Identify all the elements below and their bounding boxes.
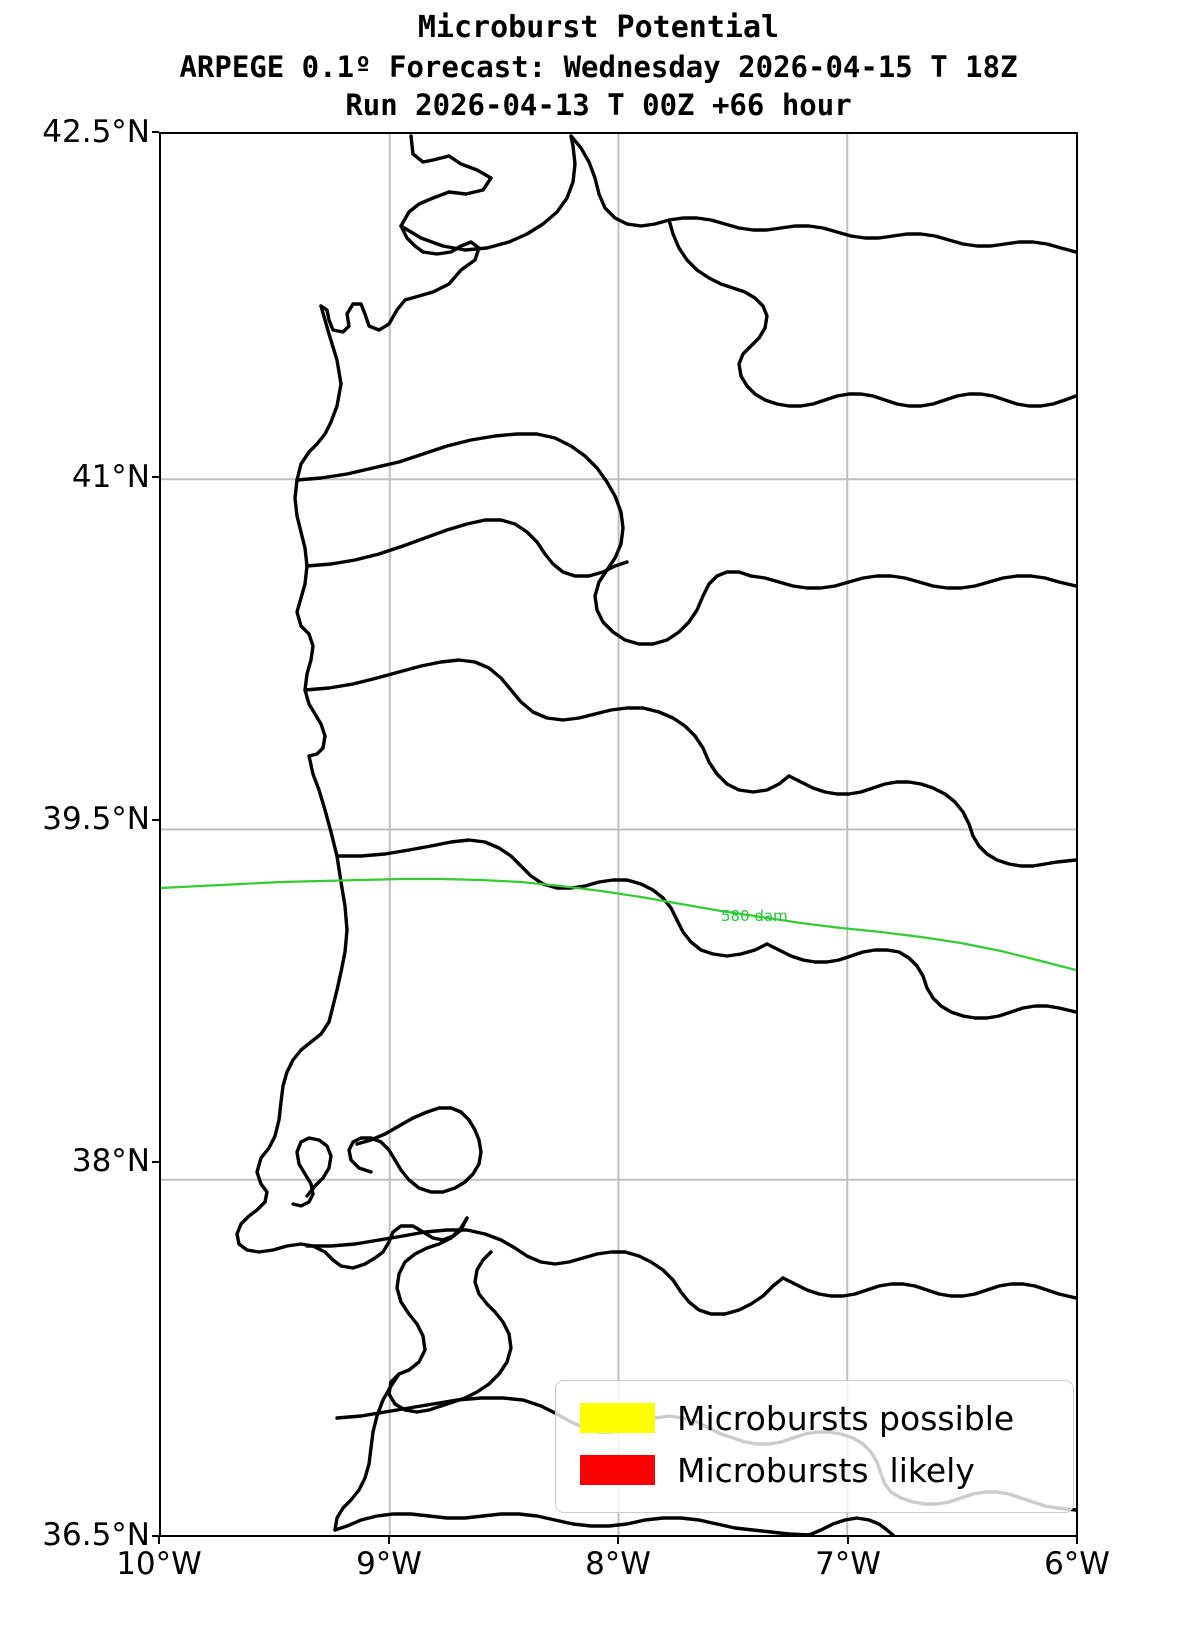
ytick-label-36-5n: 36.5°N — [42, 1517, 150, 1553]
tick-x-9w — [388, 1537, 390, 1544]
xtick-label-8w: 8°W — [585, 1546, 651, 1582]
map-gridlines — [161, 134, 1076, 1535]
map-legend[interactable]: Microbursts possible Microbursts likely — [555, 1380, 1074, 1513]
xtick-label-10w: 10°W — [116, 1546, 202, 1582]
ytick-label-39-5n: 39.5°N — [42, 801, 150, 837]
map-plot-area: 580 dam Microbursts possible Microbursts… — [159, 132, 1078, 1537]
xtick-label-6w: 6°W — [1044, 1546, 1110, 1582]
xtick-label-9w: 9°W — [356, 1546, 422, 1582]
yellow-swatch — [580, 1403, 655, 1433]
page-title: Microburst Potential — [417, 10, 780, 45]
contour-label-580dam: 580 dam — [721, 907, 788, 925]
tick-x-8w — [617, 1537, 619, 1544]
tick-y-36-5 — [152, 1535, 159, 1537]
ytick-label-38n: 38°N — [71, 1143, 150, 1179]
tick-y-41 — [152, 476, 159, 478]
contour-580-dam — [161, 877, 1076, 972]
ytick-label-42-5n: 42.5°N — [42, 114, 150, 150]
red-swatch — [580, 1455, 655, 1485]
tick-x-6w — [1076, 1537, 1078, 1544]
tick-x-7w — [847, 1537, 849, 1544]
ytick-label-41n: 41°N — [71, 459, 150, 495]
tick-y-38 — [152, 1161, 159, 1163]
forecast-subtitle: ARPEGE 0.1º Forecast: Wednesday 2026-04-… — [179, 50, 1018, 84]
legend-item-possible[interactable]: Microbursts possible — [570, 1392, 1059, 1444]
portugal-district-boundaries — [235, 134, 1076, 1535]
xtick-label-7w: 7°W — [815, 1546, 881, 1582]
title-block: Microburst Potential ARPEGE 0.1º Forecas… — [0, 0, 1197, 124]
tick-y-39-5 — [152, 819, 159, 821]
legend-item-likely[interactable]: Microbursts likely — [570, 1444, 1059, 1496]
tick-x-10w — [158, 1537, 160, 1544]
legend-label-likely: Microbursts likely — [677, 1450, 975, 1490]
run-subtitle: Run 2026-04-13 T 00Z +66 hour — [345, 88, 852, 122]
legend-label-possible: Microbursts possible — [677, 1398, 1015, 1438]
tick-y-42-5 — [152, 131, 159, 133]
map-canvas — [161, 134, 1076, 1535]
